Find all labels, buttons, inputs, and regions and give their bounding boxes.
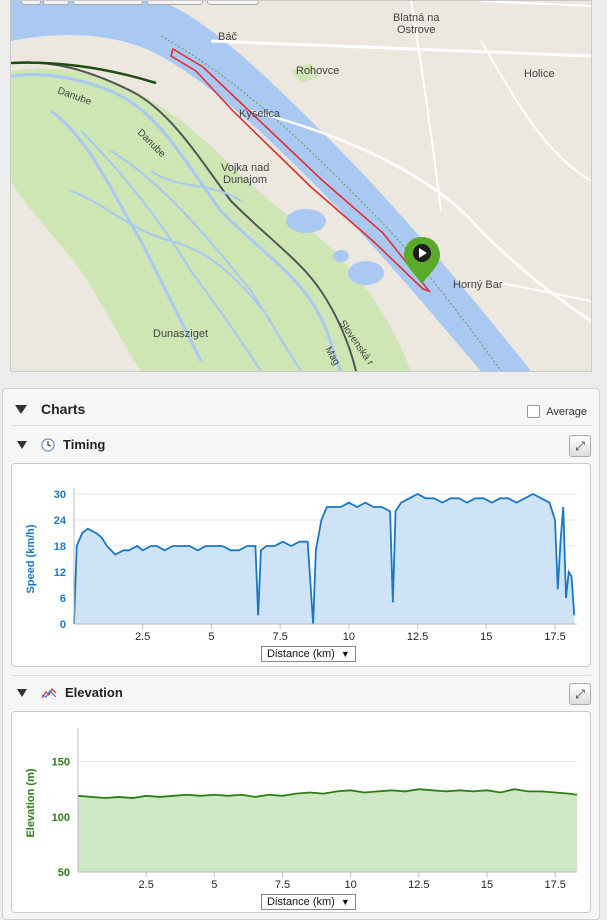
y-tick-label: 24 <box>54 515 67 527</box>
elevation-chart-box: 50 100 150 2.5 5 7.5 10 12.5 15 17.5 Elevation (m)… <box>11 711 591 913</box>
x-tick-label: 7.5 <box>272 631 287 643</box>
elevation-title: Elevation <box>65 685 123 700</box>
map-label-rohovce: Rohovce <box>296 65 339 77</box>
clock-icon <box>41 437 55 452</box>
collapse-triangle-icon[interactable] <box>17 688 27 697</box>
timing-x-axis-select[interactable]: Distance (km) ▼ <box>261 646 356 662</box>
chevron-down-icon: ▼ <box>340 649 350 659</box>
elevation-icon <box>41 687 57 698</box>
speed-chart: 0 6 12 18 24 30 2.5 5 7.5 10 12.5 15 17.5 Speed (km/h… <box>25 488 577 643</box>
map-view[interactable]: Báč Blatná na Ostrove Rohovce Holice Kys… <box>10 0 592 372</box>
route-path <box>170 47 432 293</box>
timing-title: Timing <box>63 437 106 452</box>
map-label-blatna: Ostrove <box>397 24 436 36</box>
elevation-x-axis-select[interactable]: Distance (km) ▼ <box>261 894 356 910</box>
x-tick-label: 5 <box>211 879 217 891</box>
charts-title: Charts <box>41 401 86 417</box>
collapse-triangle-icon[interactable] <box>17 440 27 449</box>
map-label-dunasziget: Dunasziget <box>153 328 208 340</box>
x-tick-label: 15 <box>481 879 493 891</box>
map-label-horny-bar: Horný Bar <box>453 279 503 291</box>
map-label-bac: Báč <box>218 31 237 43</box>
average-checkbox[interactable] <box>527 405 541 418</box>
y-tick-label: 100 <box>52 812 70 824</box>
y-axis-label: Elevation (m) <box>25 768 37 837</box>
series-line <box>77 788 578 799</box>
charts-header[interactable]: Charts <box>15 401 85 417</box>
y-tick-label: 30 <box>54 489 66 501</box>
x-tick-label: 2.5 <box>135 631 150 643</box>
y-tick-label: 150 <box>52 757 70 769</box>
map-label-vojka: Vojka nad <box>221 162 269 174</box>
elevation-header[interactable]: Elevation <box>17 685 123 700</box>
floodplain-area <box>11 68 411 371</box>
x-tick-label: 2.5 <box>139 879 154 891</box>
map-control-button[interactable] <box>21 1 41 5</box>
map-label-kyselica: Kyselica <box>239 108 281 120</box>
x-tick-label: 10 <box>343 631 355 643</box>
x-tick-label: 10 <box>345 879 357 891</box>
expand-timing-button[interactable]: ⤢ <box>569 435 591 457</box>
y-tick-label: 18 <box>54 541 66 553</box>
elevation-select-label: Distance (km) <box>267 896 335 908</box>
series-line <box>73 492 576 625</box>
y-tick-label: 12 <box>54 567 66 579</box>
timing-chart-box: 0 6 12 18 24 30 2.5 5 7.5 10 12.5 15 17.5 Speed (km/h… <box>11 463 591 667</box>
series-area <box>78 789 577 872</box>
map-control-button[interactable] <box>43 1 69 5</box>
map-type-button[interactable] <box>207 1 259 5</box>
y-tick-label: 6 <box>60 593 66 605</box>
x-tick-label: 17.5 <box>544 879 565 891</box>
danube-river <box>11 1 531 371</box>
expand-elevation-button[interactable]: ⤢ <box>569 683 591 705</box>
map-type-button[interactable] <box>73 1 143 5</box>
map-type-button[interactable] <box>147 1 203 5</box>
timing-select-label: Distance (km) <box>267 648 335 660</box>
x-tick-label: 12.5 <box>408 879 429 891</box>
timing-header[interactable]: Timing <box>17 437 105 452</box>
x-tick-label: 7.5 <box>275 879 290 891</box>
y-axis-label: Speed (km/h) <box>25 524 37 593</box>
x-tick-label: 5 <box>208 631 214 643</box>
x-tick-label: 17.5 <box>544 631 565 643</box>
y-tick-label: 0 <box>60 619 66 631</box>
elevation-chart: 50 100 150 2.5 5 7.5 10 12.5 15 17.5 Elevation (m) <box>25 728 578 891</box>
map-label-vojka: Dunajom <box>223 174 267 186</box>
x-tick-label: 12.5 <box>407 631 428 643</box>
map-canvas: Báč Blatná na Ostrove Rohovce Holice Kys… <box>11 1 591 371</box>
chevron-down-icon: ▼ <box>340 897 350 907</box>
map-label-holice: Holice <box>524 68 555 80</box>
average-toggle[interactable]: Average <box>527 405 587 418</box>
average-label: Average <box>546 405 587 418</box>
x-tick-label: 15 <box>480 631 492 643</box>
series-area <box>74 494 575 624</box>
collapse-triangle-icon[interactable] <box>15 404 27 414</box>
charts-panel: Charts Average Timing ⤢ 0 6 12 18 24 30 2.5 5 7.… <box>2 388 600 920</box>
start-marker-icon[interactable] <box>404 237 440 284</box>
y-tick-label: 50 <box>58 867 70 879</box>
map-label-blatna: Blatná na <box>393 12 440 24</box>
